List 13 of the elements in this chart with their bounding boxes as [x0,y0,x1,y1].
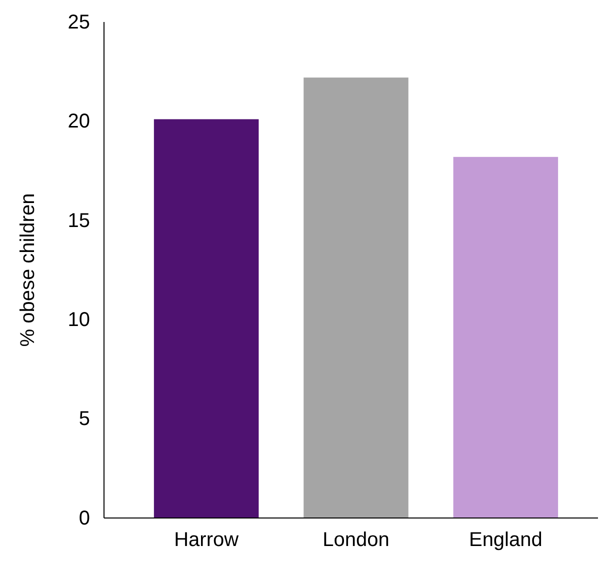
y-tick-label: 25 [68,11,90,34]
x-tick-label: England [468,529,542,552]
y-axis-title: % obese children [17,193,39,347]
y-tick-label: 5 [78,408,90,430]
y-tick-label: 10 [68,309,90,331]
x-tick-label: Harrow [174,529,240,552]
bar [304,78,408,518]
x-tick-label: London [322,529,390,552]
y-tick-label: 0 [78,507,90,530]
y-tick-label: 20 [68,110,90,133]
bar [154,119,259,518]
y-tick-label: 15 [68,210,90,232]
bar [453,156,558,518]
